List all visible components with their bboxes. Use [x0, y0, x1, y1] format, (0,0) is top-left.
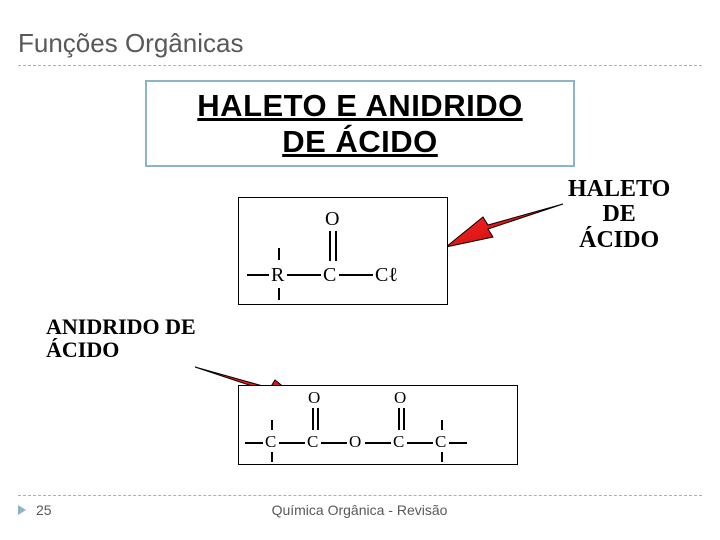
label-haleto-l3: ÁCIDO	[568, 228, 670, 253]
title-line-2: DE ÁCIDO	[165, 124, 555, 160]
slide-header: Funções Orgânicas	[18, 28, 702, 65]
footer-marker-icon	[18, 505, 26, 515]
page-number: 25	[36, 502, 52, 518]
label-haleto: HALETO DE ÁCIDO	[568, 177, 670, 253]
atom-o1: O	[325, 208, 339, 231]
arrow-haleto	[438, 199, 568, 254]
anh-c1: C	[265, 432, 276, 452]
anh-c4: C	[435, 432, 446, 452]
label-haleto-l1: HALETO	[568, 177, 670, 202]
title-line-1: HALETO E ANIDRIDO	[165, 88, 555, 124]
label-haleto-l2: DE	[568, 202, 670, 227]
label-anidrido-l2: ÁCIDO	[46, 338, 196, 361]
anh-c2: C	[307, 432, 318, 452]
title-box: HALETO E ANIDRIDO DE ÁCIDO	[145, 80, 575, 167]
label-anidrido-l1: ANIDRIDO DE	[46, 315, 196, 338]
header-divider	[18, 65, 702, 66]
label-anidrido: ANIDRIDO DE ÁCIDO	[46, 315, 196, 361]
header-title: Funções Orgânicas	[18, 28, 243, 58]
atom-r: R	[271, 264, 284, 287]
structure-acyl-halide: R C O Cℓ	[238, 197, 448, 305]
anh-c3: C	[393, 432, 404, 452]
anh-o2: O	[394, 388, 406, 408]
structure-anhydride: C C O O C O C	[238, 385, 518, 465]
anh-o1: O	[308, 388, 320, 408]
diagram-area: HALETO DE ÁCIDO ANIDRIDO DE ÁCIDO	[18, 167, 702, 467]
anh-o-bridge: O	[349, 432, 361, 452]
footer: 25 Química Orgânica - Revisão	[18, 495, 702, 518]
atom-cl: Cℓ	[375, 264, 398, 287]
atom-c1: C	[323, 264, 336, 287]
footer-caption: Química Orgânica - Revisão	[272, 502, 448, 518]
